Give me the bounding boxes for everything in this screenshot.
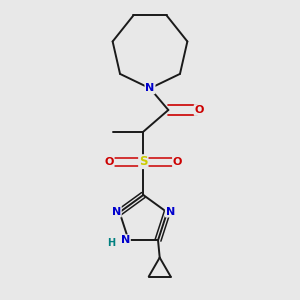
Text: S: S (139, 155, 148, 168)
Text: O: O (173, 157, 182, 167)
Text: N: N (121, 235, 130, 245)
Text: O: O (195, 105, 204, 115)
Text: N: N (166, 207, 175, 217)
Text: N: N (112, 207, 121, 217)
Text: H: H (107, 238, 116, 248)
Text: O: O (104, 157, 114, 167)
Text: N: N (146, 83, 154, 93)
